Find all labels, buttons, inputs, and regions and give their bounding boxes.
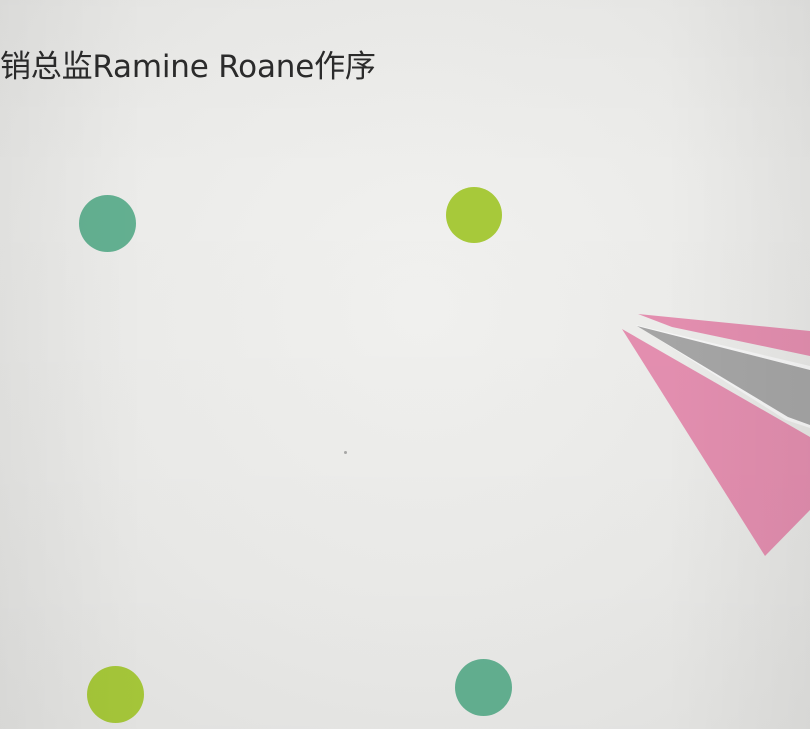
decorative-dot-top-left	[79, 195, 136, 252]
preface-credit-text: 销总监Ramine Roane作序	[0, 49, 376, 85]
paper-plane-main-wing	[622, 329, 810, 556]
paper-plane-top-wing	[638, 314, 810, 356]
paper-plane-icon	[622, 314, 810, 556]
decorative-dot-bottom-left	[87, 666, 144, 723]
paper-speck	[344, 451, 347, 454]
decorative-dot-bottom-right	[455, 659, 512, 716]
paper-plane-gray-inner-fold	[637, 326, 810, 425]
decorative-dot-top-right	[446, 187, 502, 243]
